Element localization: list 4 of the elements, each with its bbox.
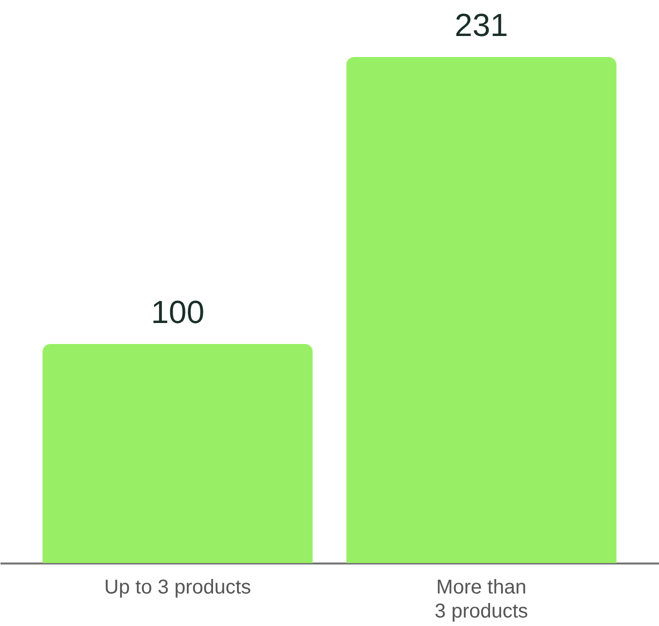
data-label: 100 <box>150 294 204 330</box>
data-label: 231 <box>454 7 508 43</box>
x-tick-label: Up to 3 products <box>104 576 252 598</box>
x-tick-label: More than 3 products <box>434 576 528 622</box>
